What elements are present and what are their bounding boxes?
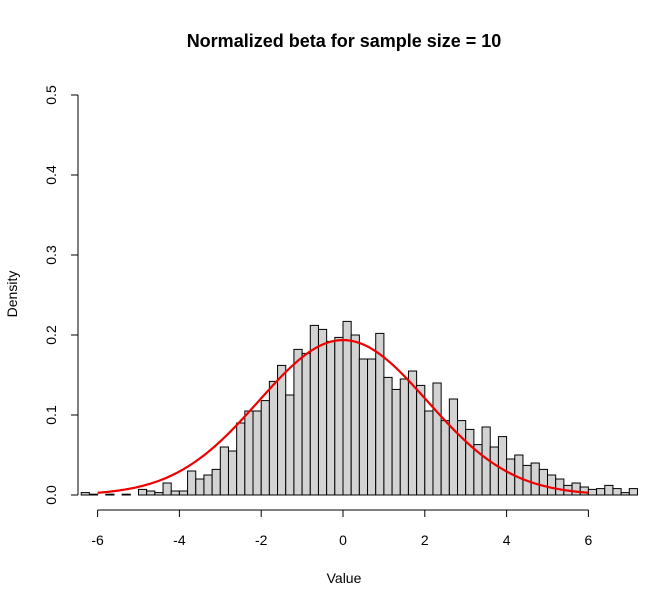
- histogram-bar: [317, 328, 328, 496]
- histogram-bar: [203, 474, 213, 496]
- histogram-bar: [260, 400, 270, 496]
- histogram-bar: [367, 358, 377, 496]
- histogram-bar: [195, 478, 205, 496]
- histogram-bar: [162, 482, 172, 496]
- histogram-bar: [358, 358, 369, 496]
- histogram-bar: [465, 428, 475, 496]
- histogram-bar: [604, 484, 614, 496]
- histogram-bar: [448, 398, 459, 496]
- histogram-bar: [571, 482, 581, 496]
- histogram-bar: [407, 370, 418, 496]
- y-tick-label: 0.1: [43, 405, 59, 425]
- histogram-bar: [547, 474, 557, 496]
- histogram-bars: [80, 320, 638, 496]
- histogram-bar: [80, 492, 90, 496]
- histogram-bar: [244, 410, 254, 496]
- histogram-bar: [628, 488, 638, 496]
- histogram-bar: [432, 382, 442, 496]
- histogram-bar: [579, 486, 589, 496]
- histogram-bar: [187, 470, 197, 496]
- histogram-bar: [530, 462, 540, 496]
- histogram-bar: [440, 420, 450, 496]
- histogram-bar: [219, 446, 229, 496]
- y-axis: 0.0 0.1 0.2 0.3 0.4 0.5: [43, 85, 79, 505]
- histogram-bar: [587, 488, 598, 496]
- histogram-bar: [293, 348, 303, 496]
- histogram-bar: [285, 394, 295, 496]
- x-tick-label: 4: [503, 532, 511, 548]
- chart-title: Normalized beta for sample size = 10: [187, 31, 502, 51]
- histogram-bar: [121, 493, 131, 496]
- histogram-bar: [138, 488, 148, 496]
- histogram-bar: [326, 340, 336, 496]
- histogram-bar: [612, 488, 622, 496]
- y-tick-label: 0.3: [43, 245, 59, 265]
- x-tick-label: -2: [255, 532, 268, 548]
- histogram-bar: [538, 468, 549, 496]
- histogram-bar: [350, 334, 360, 496]
- histogram-bar: [178, 490, 189, 496]
- histogram-bar: [416, 384, 426, 496]
- histogram-bar: [154, 492, 164, 496]
- histogram-bar: [620, 492, 630, 496]
- x-tick-label: -4: [173, 532, 186, 548]
- histogram-bar: [277, 364, 287, 496]
- histogram-bar: [268, 380, 279, 496]
- histogram-bar: [146, 490, 156, 496]
- x-tick-label: 0: [339, 532, 347, 548]
- histogram-bar: [489, 446, 499, 496]
- histogram-bar: [227, 450, 238, 496]
- y-tick-label: 0.0: [43, 485, 59, 505]
- x-tick-label: 2: [421, 532, 429, 548]
- histogram-bar: [399, 378, 409, 496]
- histogram-bar: [334, 336, 344, 496]
- histogram-bar: [424, 410, 434, 496]
- histogram-bar: [596, 488, 606, 496]
- histogram-bar: [105, 493, 115, 496]
- histogram-bar: [391, 388, 401, 496]
- histogram-bar: [383, 376, 393, 496]
- histogram-bar: [211, 468, 221, 496]
- histogram-bar: [506, 458, 516, 496]
- histogram-bar: [236, 422, 246, 496]
- histogram-bar: [170, 490, 180, 496]
- histogram-bar: [252, 410, 262, 496]
- histogram-bar: [555, 478, 565, 496]
- x-tick-label: -6: [91, 532, 104, 548]
- x-axis-label: Value: [327, 570, 362, 586]
- y-axis-label: Density: [4, 271, 20, 318]
- y-tick-label: 0.5: [43, 85, 59, 105]
- y-tick-label: 0.2: [43, 325, 59, 345]
- histogram-bar: [497, 436, 508, 496]
- histogram-bar: [342, 320, 352, 496]
- histogram-bar: [88, 493, 99, 496]
- normal-density-curve: [97, 338, 589, 494]
- x-axis: -6 -4 -2 0 2 4 6: [91, 509, 593, 548]
- histogram-bar: [301, 352, 311, 496]
- y-tick-label: 0.4: [43, 165, 59, 185]
- x-tick-label: 6: [585, 532, 593, 548]
- histogram-bar: [457, 420, 467, 496]
